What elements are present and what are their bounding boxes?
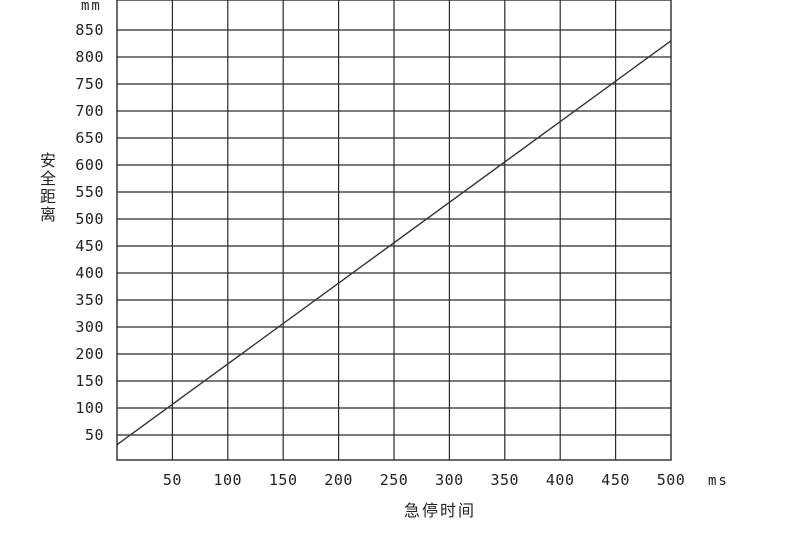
x-unit-label: ms xyxy=(708,473,729,489)
y-axis-title: 安全距离 xyxy=(40,151,56,224)
x-tick-label: 200 xyxy=(324,471,353,489)
y-tick-label: 350 xyxy=(75,291,104,309)
x-tick-label: 500 xyxy=(657,471,686,489)
x-tick-label: 350 xyxy=(491,471,520,489)
x-tick-label: 400 xyxy=(546,471,575,489)
x-tick-label: 100 xyxy=(214,471,243,489)
x-tick-label: 250 xyxy=(380,471,409,489)
y-tick-label: 750 xyxy=(75,75,104,93)
grid xyxy=(117,0,671,460)
series-line xyxy=(116,40,672,446)
y-axis-title-char: 全 xyxy=(40,169,56,188)
y-axis-title-char: 距 xyxy=(40,187,56,206)
y-tick-labels: 850 800 750 700 650 600 550 500 450 400 350 300 200 1… xyxy=(75,21,104,444)
y-unit-label: mm xyxy=(81,0,102,14)
x-tick-label: 50 xyxy=(163,471,182,489)
x-axis-title: 急停时间 xyxy=(404,501,476,520)
x-tick-labels: 50 100 150 200 250 300 350 400 450 500 xyxy=(163,471,685,489)
x-tick-label: 450 xyxy=(601,471,630,489)
y-tick-label: 50 xyxy=(85,426,104,444)
y-tick-label: 200 xyxy=(75,345,104,363)
y-tick-label: 300 xyxy=(75,318,104,336)
y-tick-label: 700 xyxy=(75,102,104,120)
plot-frame xyxy=(116,0,672,461)
y-axis-title-char: 安 xyxy=(40,151,56,170)
y-tick-label: 450 xyxy=(75,237,104,255)
y-axis-title-char: 离 xyxy=(40,205,56,224)
y-tick-label: 100 xyxy=(75,399,104,417)
y-tick-label: 650 xyxy=(75,129,104,147)
y-tick-label: 150 xyxy=(75,372,104,390)
series-layer xyxy=(116,40,672,446)
y-tick-label: 800 xyxy=(75,48,104,66)
x-tick-label: 150 xyxy=(269,471,298,489)
x-tick-label: 300 xyxy=(435,471,464,489)
y-tick-label: 600 xyxy=(75,156,104,174)
y-tick-label: 550 xyxy=(75,183,104,201)
y-tick-label: 850 xyxy=(75,21,104,39)
y-tick-label: 500 xyxy=(75,210,104,228)
y-tick-label: 400 xyxy=(75,264,104,282)
